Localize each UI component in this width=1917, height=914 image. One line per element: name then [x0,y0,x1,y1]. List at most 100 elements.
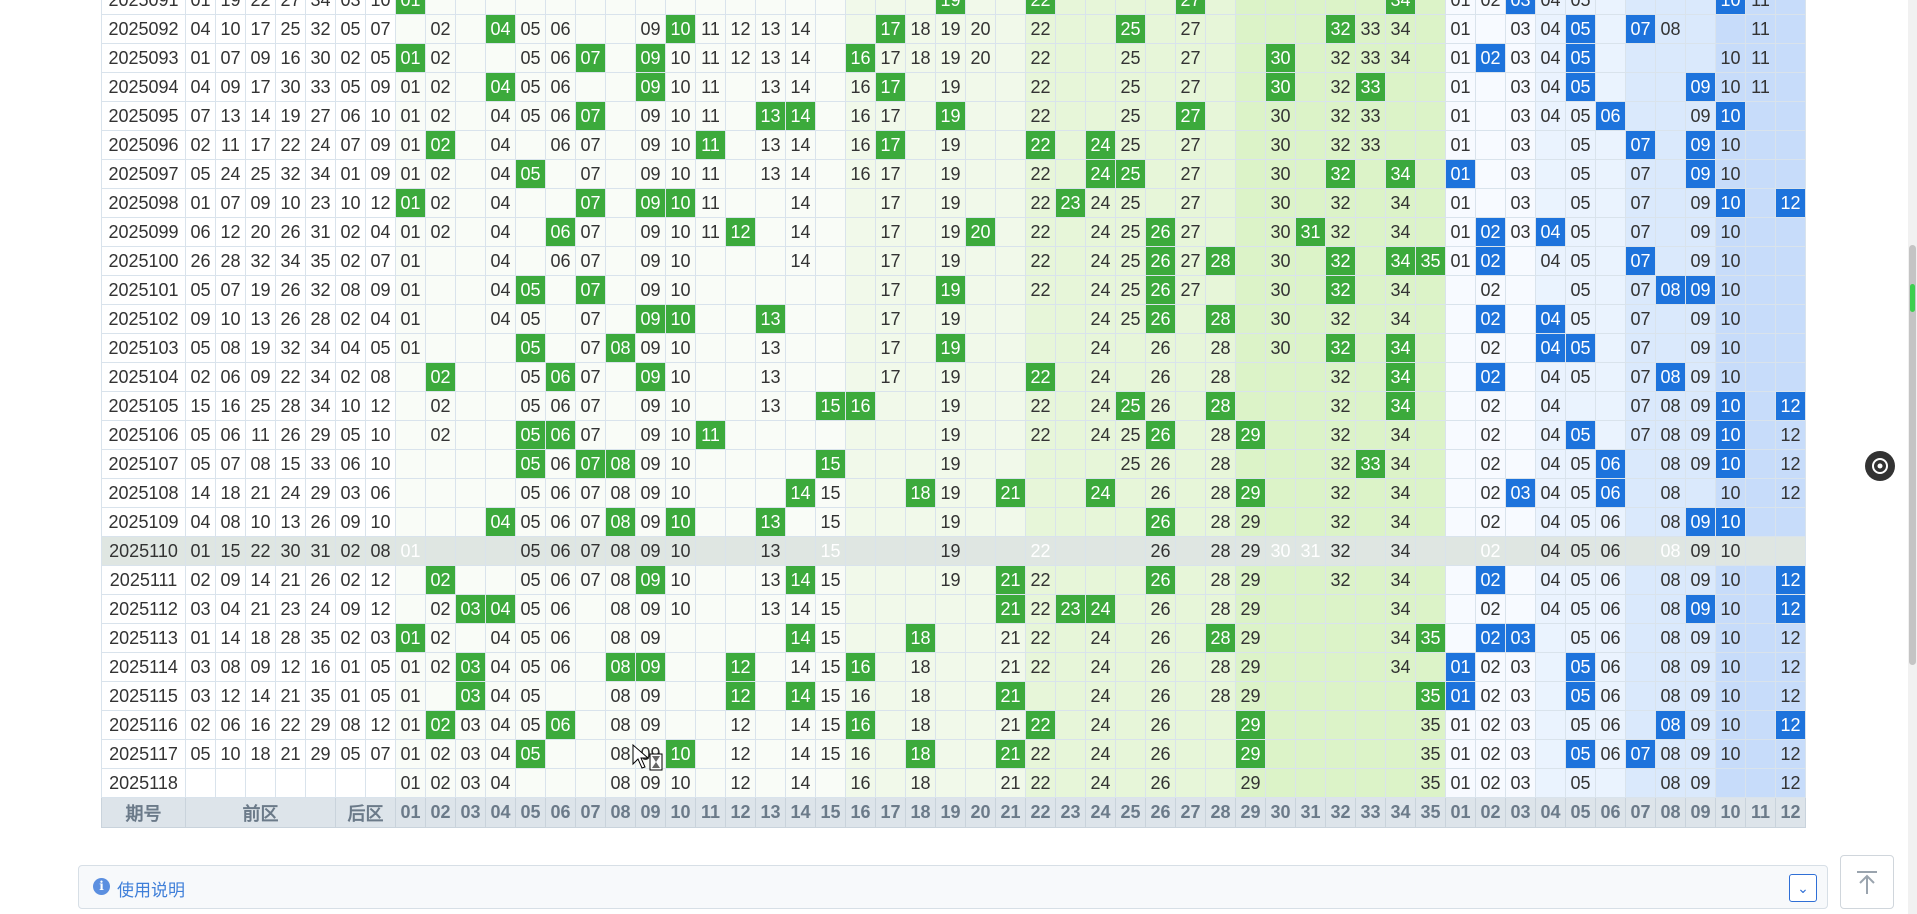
issue-number: 2025116 [101,710,186,740]
back-trend-cell [1775,159,1806,189]
front-trend-cell: 10 [665,391,696,421]
gear-icon[interactable] [1865,451,1895,481]
front-trend-cell: 22 [1025,739,1056,769]
front-trend-cell: 02 [425,159,456,189]
back-trend-cell [1535,623,1566,653]
front-hit-cell: 17 [875,130,906,160]
front-trend-cell [1295,478,1326,508]
front-trend-cell: 04 [485,188,516,218]
front-draw-number: 04 [185,72,216,102]
back-trend-cell: 12 [1775,739,1806,769]
front-trend-cell [965,362,996,392]
back-trend-cell: 03 [1505,72,1536,102]
back-column-header: 11 [1745,797,1776,828]
table-row[interactable]: 2025112 03 04 21 23 24 09 12 02 03 04 05 06 08 09 10 13 1… [101,594,1806,624]
usage-panel[interactable]: i 使用说明 ⌄ [78,865,1828,909]
usage-label[interactable]: 使用说明 [117,881,185,900]
front-trend-cell: 24 [1085,391,1116,421]
front-draw-number: 34 [275,246,306,276]
front-trend-cell: 17 [875,43,906,73]
back-draw-number: 08 [365,362,396,392]
table-row[interactable]: 2025104 02 06 09 22 34 02 08 02 05 06 07 09 10 13 17 19 2… [101,362,1806,392]
back-hit-cell: 02 [1475,565,1506,595]
front-trend-cell: 09 [635,217,666,247]
front-draw-number: 09 [215,72,246,102]
front-trend-cell [845,304,876,334]
front-trend-cell [1295,739,1326,769]
front-trend-cell [785,362,816,392]
table-row[interactable]: 2025116 02 06 16 22 29 08 12 01 02 03 04 05 06 08 09 12 1… [101,710,1806,740]
front-trend-cell [1085,43,1116,73]
front-draw-number: 25 [245,391,276,421]
table-row[interactable]: 2025097 05 24 25 32 34 01 09 01 02 04 05 07 09 10 11 13 1… [101,159,1806,189]
table-row[interactable]: 2025108 14 18 21 24 29 03 06 05 06 07 08 09 10 14 15 18 1… [101,478,1806,508]
back-trend-cell: 01 [1445,72,1476,102]
back-trend-cell: 02 [1475,507,1506,537]
table-row[interactable]: 2025102 09 10 13 26 28 02 04 01 04 05 07 09 10 13 17 19 2… [101,304,1806,334]
table-row[interactable]: 2025113 01 14 18 28 35 02 03 01 02 04 05 06 08 09 14 15 1… [101,623,1806,653]
front-trend-cell [1415,43,1446,73]
table-row[interactable]: 2025093 01 07 09 16 30 02 05 01 02 05 06 07 09 10 11 12 1… [101,43,1806,73]
front-trend-cell [1295,623,1326,653]
front-trend-cell: 09 [635,507,666,537]
front-trend-cell: 30 [1265,101,1296,131]
front-trend-cell: 07 [575,159,606,189]
back-draw-number: 12 [365,188,396,218]
front-trend-cell [965,304,996,334]
table-row[interactable]: 2025107 05 07 08 15 33 06 10 05 06 07 08 09 10 15 19 25 2… [101,449,1806,479]
back-to-top-button[interactable] [1840,855,1894,909]
back-trend-cell [1505,536,1536,566]
table-row[interactable]: 2025106 05 06 11 26 29 05 10 02 05 06 07 09 10 11 19 22 2… [101,420,1806,450]
front-hit-cell: 05 [515,449,546,479]
back-trend-cell [1685,478,1716,508]
back-trend-cell: 06 [1595,507,1626,537]
table-row[interactable]: 2025109 04 08 10 13 26 09 10 04 05 06 07 08 09 10 13 15 1… [101,507,1806,537]
front-draw-number: 01 [185,0,216,15]
table-row[interactable]: 2025100 26 28 32 34 35 02 07 01 04 06 07 09 10 14 17 19 2… [101,246,1806,276]
scrollbar[interactable] [1908,0,1917,914]
table-row[interactable]: 2025092 04 10 17 25 32 05 07 02 04 05 06 09 10 11 12 13 1… [101,14,1806,44]
table-row[interactable]: 2025118 01 02 03 04 08 09 10 12 14 16 18 21 22 24 26 29 3… [101,768,1806,798]
chevron-down-icon[interactable]: ⌄ [1789,874,1817,902]
front-draw-number: 19 [215,0,246,15]
front-trend-cell [905,246,936,276]
front-trend-cell [1235,14,1266,44]
table-row[interactable]: 2025099 06 12 20 26 31 02 04 01 02 04 06 07 09 10 11 12 1… [101,217,1806,247]
front-trend-cell [455,0,486,15]
table-row[interactable]: 2025117051018212905070102030405080910121… [101,739,1806,769]
table-row[interactable]: 2025114 03 08 09 12 16 01 05 01 02 03 04 05 06 08 09 12 1… [101,652,1806,682]
front-trend-cell [1235,72,1266,102]
front-trend-cell: 22 [1025,217,1056,247]
front-column-header: 28 [1205,797,1236,828]
front-trend-cell: 34 [1385,623,1416,653]
front-hit-cell: 28 [1205,246,1236,276]
table-row[interactable]: 2025103 05 08 19 32 34 04 05 01 05 07 08 09 10 13 17 19 2… [101,333,1806,363]
table-row[interactable]: 2025098 01 07 09 10 23 10 12 01 02 04 07 09 10 11 14 17 1… [101,188,1806,218]
front-trend-cell [605,420,636,450]
table-row[interactable]: 2025091011922273403100119222734010203040… [101,0,1806,15]
back-trend-cell: 02 [1475,391,1506,421]
front-trend-cell [1355,246,1386,276]
table-row[interactable]: 2025095 07 13 14 19 27 06 10 01 02 04 05 06 07 09 10 11 1… [101,101,1806,131]
front-trend-cell [965,507,996,537]
back-hit-cell: 10 [1715,391,1746,421]
table-row[interactable]: 2025094 04 09 17 30 33 05 09 01 02 04 05 06 09 10 11 13 1… [101,72,1806,102]
table-row[interactable]: 2025110 01 15 22 30 31 02 08 01 05 06 07 08 09 10 13 15 1… [101,536,1806,566]
front-trend-cell: 19 [935,188,966,218]
front-hit-cell: 34 [1385,333,1416,363]
table-row[interactable]: 2025111 02 09 14 21 26 02 12 02 05 06 07 08 09 10 13 14 1… [101,565,1806,595]
front-trend-cell [1175,391,1206,421]
front-trend-cell: 05 [515,594,546,624]
scrollbar-thumb[interactable] [1909,245,1916,665]
front-trend-cell [785,507,816,537]
front-column-header: 04 [485,797,516,828]
front-trend-cell [815,159,846,189]
back-trend-cell [1595,420,1626,450]
front-trend-cell [605,159,636,189]
table-row[interactable]: 2025101 05 07 19 26 32 08 09 01 04 05 07 09 10 17 19 22 2… [101,275,1806,305]
table-row[interactable]: 2025115 03 12 14 21 35 01 05 01 03 04 05 08 09 12 14 15 1… [101,681,1806,711]
front-trend-cell: 26 [1145,768,1176,798]
table-row[interactable]: 2025096 02 11 17 22 24 07 09 01 02 04 06 07 09 10 11 13 1… [101,130,1806,160]
table-row[interactable]: 2025105 15 16 25 28 34 10 12 02 05 06 07 09 10 13 15 16 1… [101,391,1806,421]
